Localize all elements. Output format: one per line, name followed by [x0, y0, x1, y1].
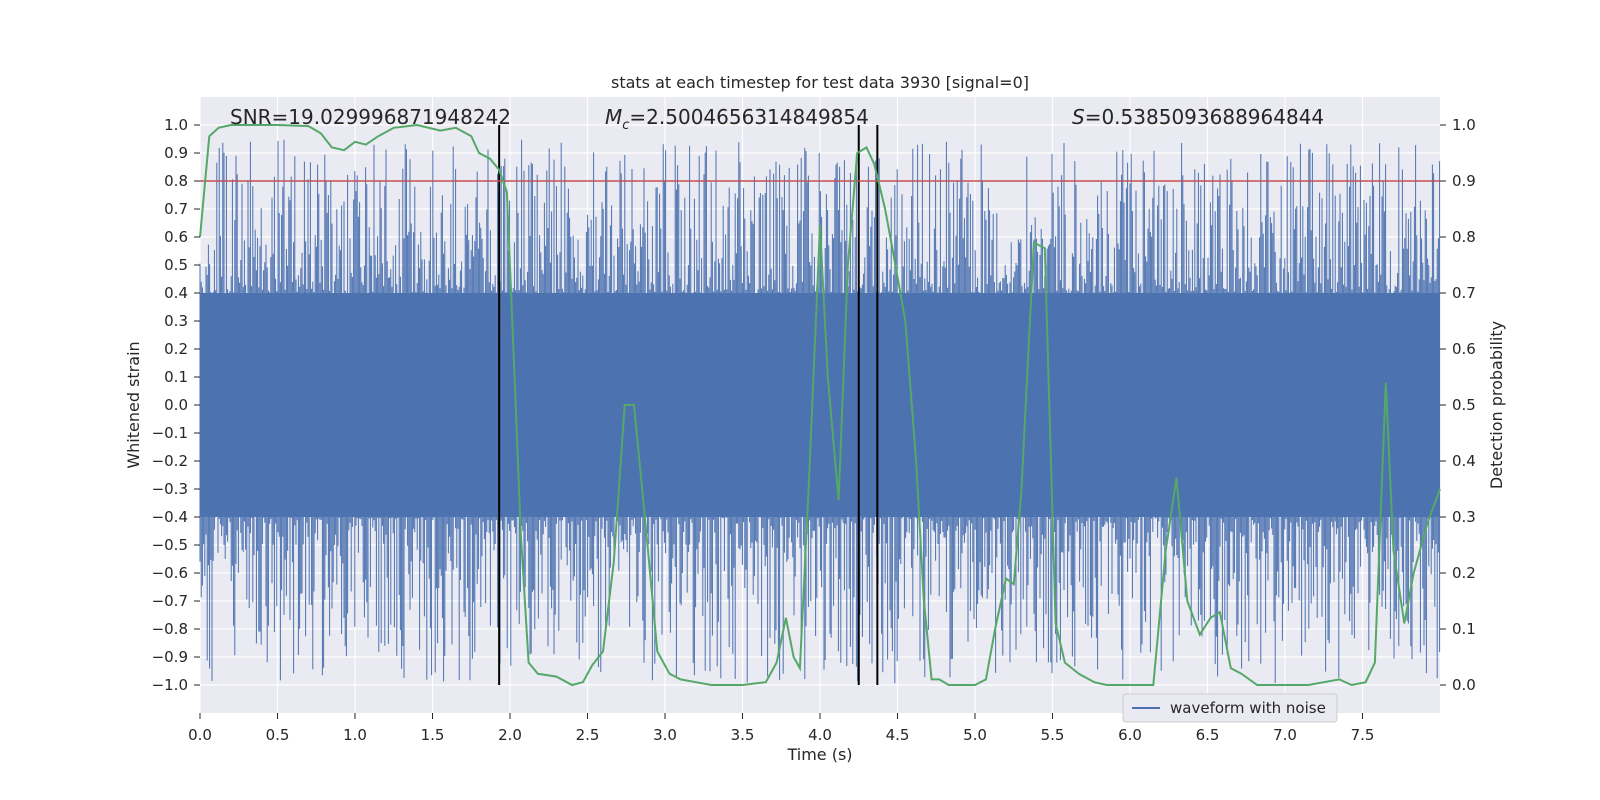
left-tick-label: −0.5: [152, 536, 188, 554]
right-tick-label: 0.9: [1452, 172, 1476, 190]
x-tick-label: 4.5: [886, 726, 910, 744]
right-tick-label: 0.7: [1452, 284, 1476, 302]
x-tick-label: 7.0: [1273, 726, 1297, 744]
left-tick-label: 0.8: [164, 172, 188, 190]
strain-series: [199, 139, 1441, 684]
left-tick-label: −1.0: [152, 676, 188, 694]
x-tick-label: 2.0: [498, 726, 522, 744]
left-tick-label: −0.2: [152, 452, 188, 470]
right-tick-label: 0.2: [1452, 564, 1476, 582]
mc-subscript: c: [622, 118, 629, 133]
x-tick-label: 3.5: [731, 726, 755, 744]
snr-annotation: SNR=19.029996871948242: [230, 105, 511, 129]
mc-symbol: M: [605, 105, 622, 129]
right-tick-label: 0.4: [1452, 452, 1476, 470]
x-tick-label: 3.0: [653, 726, 677, 744]
s-annotation: S=0.5385093688964844: [1072, 105, 1324, 129]
left-tick-label: −0.7: [152, 592, 188, 610]
x-tick-label: 1.5: [421, 726, 445, 744]
chart-title: stats at each timestep for test data 393…: [611, 73, 1029, 92]
left-tick-label: −0.8: [152, 620, 188, 638]
right-tick-label: 0.8: [1452, 228, 1476, 246]
left-tick-label: 0.5: [164, 256, 188, 274]
x-tick-label: 7.5: [1351, 726, 1375, 744]
left-axis-ticks: −1.0 −0.9 −0.8 −0.7 −0.6 −0.5 −0.4 −0.3 −0.2 −0.1…: [152, 116, 200, 694]
left-tick-label: −0.9: [152, 648, 188, 666]
left-tick-label: 0.6: [164, 228, 188, 246]
x-tick-label: 5.5: [1041, 726, 1065, 744]
right-tick-label: 0.3: [1452, 508, 1476, 526]
left-tick-label: −0.3: [152, 480, 188, 498]
x-tick-label: 0.5: [266, 726, 290, 744]
left-tick-label: −0.4: [152, 508, 188, 526]
left-tick-label: 0.7: [164, 200, 188, 218]
right-tick-label: 1.0: [1452, 116, 1476, 134]
detection-probability-line: [199, 123, 1441, 687]
right-tick-label: 0.0: [1452, 676, 1476, 694]
left-tick-label: −0.1: [152, 424, 188, 442]
x-tick-label: 6.5: [1196, 726, 1220, 744]
s-symbol: S: [1072, 105, 1085, 129]
right-tick-label: 0.5: [1452, 396, 1476, 414]
left-tick-label: 1.0: [164, 116, 188, 134]
left-tick-label: 0.3: [164, 312, 188, 330]
legend: waveform with noise: [1122, 693, 1338, 723]
s-value: =0.5385093688964844: [1085, 105, 1324, 129]
x-tick-label: 4.0: [808, 726, 832, 744]
left-tick-label: 0.0: [164, 396, 188, 414]
x-tick-label: 1.0: [343, 726, 367, 744]
x-axis-label: Time (s): [786, 745, 852, 764]
left-tick-label: 0.1: [164, 368, 188, 386]
y-axis-label-right: Detection probability: [1487, 321, 1506, 489]
x-axis-ticks: 0.0 0.5 1.0 1.5 2.0 2.5 3.0 3.5 4.0 4.5 5.0 5.5 6.0 6…: [188, 713, 1374, 744]
x-tick-label: 6.0: [1118, 726, 1142, 744]
left-tick-label: 0.2: [164, 340, 188, 358]
legend-label: waveform with noise: [1170, 699, 1326, 717]
x-tick-label: 5.0: [963, 726, 987, 744]
y-axis-label-left: Whitened strain: [124, 341, 143, 468]
left-tick-label: 0.4: [164, 284, 188, 302]
x-tick-label: 0.0: [188, 726, 212, 744]
left-tick-label: 0.9: [164, 144, 188, 162]
chirp-mass-annotation: Mc=2.5004656314849854: [605, 105, 869, 133]
legend-box: [1122, 693, 1338, 723]
right-tick-label: 0.1: [1452, 620, 1476, 638]
right-axis-ticks: 0.0 0.1 0.2 0.3 0.4 0.5 0.6 0.7 0.8 0.9 1.0: [1440, 116, 1476, 694]
right-tick-label: 0.6: [1452, 340, 1476, 358]
mc-value: =2.5004656314849854: [629, 105, 868, 129]
left-tick-label: −0.6: [152, 564, 188, 582]
x-tick-label: 2.5: [576, 726, 600, 744]
vertical-markers: [498, 125, 879, 685]
